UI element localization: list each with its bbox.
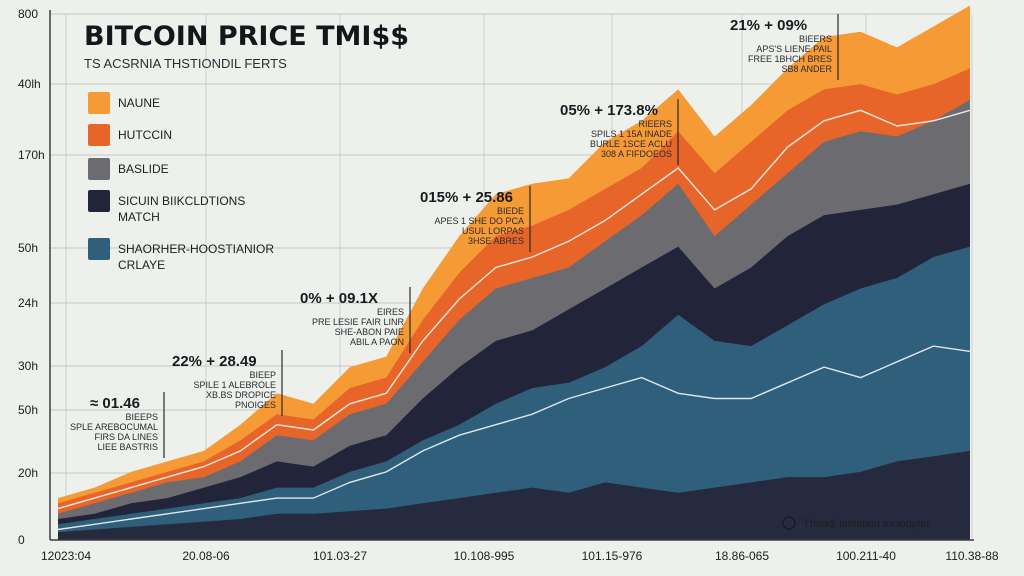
y-tick-label: 40lh <box>18 77 41 91</box>
annotation-detail: BIEEP <box>249 370 276 380</box>
legend-label: MATCH <box>118 210 160 224</box>
y-tick-label: 20h <box>18 466 38 480</box>
legend-label: BASLIDE <box>118 162 169 176</box>
y-tick-label: 30h <box>18 359 38 373</box>
area-series-5 <box>58 246 970 540</box>
x-tick-label: 110.38-88 <box>945 549 998 563</box>
annotation-detail: PNOIGES <box>235 400 276 410</box>
legend-swatch <box>88 158 110 180</box>
annotation-detail: RIEERS <box>638 119 672 129</box>
x-tick-label: 12023:04 <box>41 549 91 563</box>
legend-item: BASLIDE <box>88 158 169 180</box>
x-tick-label: 101.03-27 <box>313 549 367 563</box>
trend-lines <box>57 109 971 531</box>
annotation-detail: LIEE BASTRIS <box>97 442 158 452</box>
annotation-heading: 05% + 173.8% <box>560 102 658 119</box>
annotation-detail: FIRS DA LINES <box>94 432 158 442</box>
legend-item: HUTCCIN <box>88 124 172 146</box>
x-tick-label: 101.15-976 <box>582 549 643 563</box>
annotation-detail: BIEERS <box>799 34 832 44</box>
info-icon <box>782 516 796 530</box>
legend-swatch <box>88 124 110 146</box>
area-series-6 <box>58 450 970 540</box>
annotation-detail: APS'S LIENE PAIL <box>756 44 832 54</box>
trend-line-1 <box>57 345 971 531</box>
y-tick-label: 50h <box>18 403 38 417</box>
annotation-heading: 22% + 28.49 <box>172 353 257 370</box>
annotation-detail: 3HSE ABRES <box>468 236 524 246</box>
annotation-detail: APES 1 SHE DO PCA <box>434 216 524 226</box>
annotation-heading: 0% + 09.1X <box>300 290 378 307</box>
annotation-detail: BURLE 1SCE ACLU <box>590 139 672 149</box>
y-tick-label: 800 <box>18 7 38 21</box>
legend-label: HUTCCIN <box>118 128 172 142</box>
annotation-detail: SPILE 1 ALEBROLE <box>193 380 276 390</box>
legend-label: CRLAYE <box>118 258 165 272</box>
annotation-detail: USUL LORPAS <box>462 226 524 236</box>
chart-subtitle: TS ACSRNIA THSTIONDIL FERTS <box>84 56 287 71</box>
annotation-detail: SPLE AREBOCUMAL <box>70 422 158 432</box>
legend-item: NAUNE <box>88 92 160 114</box>
source-note-text: Thaik$ latitation incionpler <box>803 518 931 530</box>
legend-label: SHAORHER-HOOSTIANIOR <box>118 242 274 256</box>
y-tick-label: 0 <box>18 533 25 547</box>
stacked-areas <box>58 5 970 541</box>
legend-swatch <box>88 190 110 212</box>
annotation-detail: SB8 ANDER <box>781 64 832 74</box>
x-tick-label: 20.08-06 <box>182 549 230 563</box>
annotation-detail: 308 A FIFDOEOS <box>601 149 672 159</box>
y-tick-label: 170h <box>18 148 45 162</box>
x-tick-label: 100.211-40 <box>836 549 896 563</box>
annotation-detail: SPILS 1 15A INADE <box>591 129 672 139</box>
legend-swatch <box>88 92 110 114</box>
legend-item: SHAORHER-HOOSTIANIOR CRLAYE <box>88 238 274 272</box>
x-tick-label: 10.108-995 <box>454 549 515 563</box>
y-tick-label: 50h <box>18 241 38 255</box>
legend-item: SICUIN BIIKCLDTIONS MATCH <box>88 190 245 224</box>
annotation-detail: PRE LESIE FAIR LINR <box>312 317 405 327</box>
annotation-detail: SHE-ABON PAIE <box>335 327 404 337</box>
annotation-heading: ≈ 01.46 <box>90 395 140 412</box>
annotation-detail: FREE 1BHCH BRES <box>748 54 832 64</box>
annotation-detail: BIEEPS <box>125 412 158 422</box>
axes: 800 40lh 170h 50h 24h 30h 50h 20h 0 12023:04 20.08… <box>18 7 999 563</box>
annotation-heading: 21% + 09% <box>730 17 807 34</box>
chart-title: BITCOIN PRICE TMΙ$$ <box>84 21 409 52</box>
annotation-detail: EIRES <box>377 307 404 317</box>
trend-line-2 <box>57 109 971 510</box>
legend-swatch <box>88 238 110 260</box>
annotation-detail: XB.BS DROPICE <box>206 390 276 400</box>
source-note: Thaik$ latitation incionpler <box>782 516 931 530</box>
legend-label: SICUIN BIIKCLDTIONS <box>118 194 245 208</box>
annotation-heading: 015% + 25.86 <box>420 189 513 206</box>
legend-label: NAUNE <box>118 96 160 110</box>
y-tick-label: 24h <box>18 296 38 310</box>
legend: NAUNE HUTCCIN BASLIDE SICUIN BIIKCLDTIONS MA… <box>88 92 274 272</box>
annotation-detail: BIEDE <box>497 206 524 216</box>
annotation-detail: ABIL A PAON <box>350 337 404 347</box>
x-tick-label: 18.86-065 <box>715 549 769 563</box>
